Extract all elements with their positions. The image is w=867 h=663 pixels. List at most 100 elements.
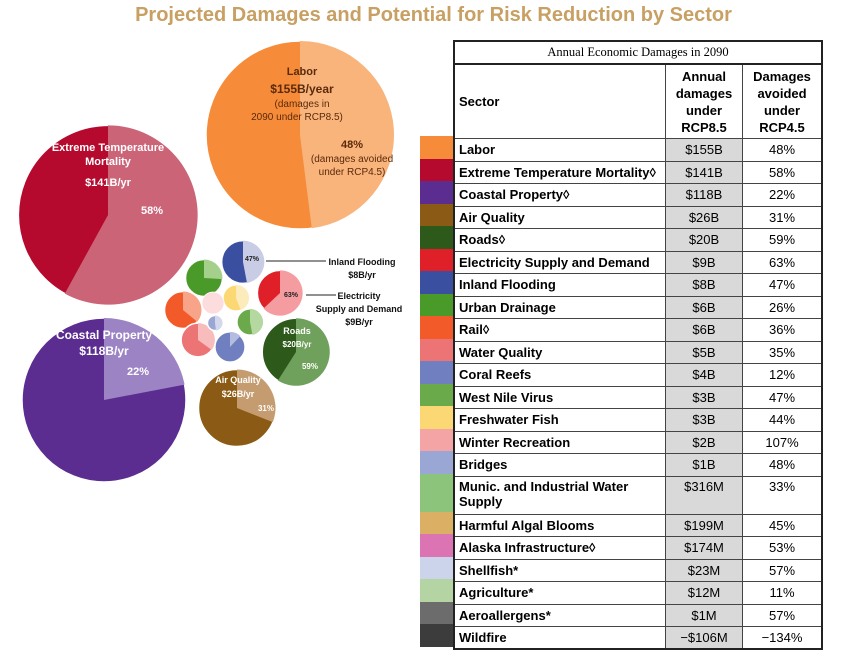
damages-avoided-value: 26% [742, 295, 823, 319]
sector-name: Coral Reefs [453, 363, 666, 387]
legend-swatch [420, 511, 453, 534]
table-row: Alaska Infrastructure◊ $174M 53% [453, 536, 823, 560]
annual-damages-value: $141B [665, 160, 743, 184]
sector-name: Electricity Supply and Demand [453, 250, 666, 274]
bubble-avoided-slice [64, 125, 198, 305]
damages-avoided-value: −134% [742, 626, 823, 650]
color-legend-column [420, 136, 453, 647]
legend-swatch [420, 473, 453, 512]
air-pct-label: 31% [258, 404, 274, 413]
table-row: Extreme Temperature Mortality◊ $141B 58% [453, 160, 823, 184]
roads-value-label: $20B/yr [283, 340, 312, 349]
annual-damages-value: $174M [665, 536, 743, 560]
table-row: Labor $155B 48% [453, 138, 823, 162]
legend-swatch [420, 579, 453, 602]
damages-avoided-value: 11% [742, 581, 823, 605]
coastal-value-label: $118B/yr [79, 344, 129, 358]
table-row: Aeroallergens* $1M 57% [453, 603, 823, 627]
sector-name: Coastal Property◊ [453, 183, 666, 207]
bubble-extreme-temperature-mortality [17, 124, 199, 306]
sector-name: Urban Drainage [453, 295, 666, 319]
labor-note-label-2: 2090 under RCP8.5) [251, 112, 343, 123]
sector-name: Air Quality [453, 205, 666, 229]
table-row: Electricity Supply and Demand $9B 63% [453, 250, 823, 274]
annual-damages-value: $12M [665, 581, 743, 605]
table-row: Rail◊ $6B 36% [453, 318, 823, 342]
legend-swatch [420, 556, 453, 579]
annual-damages-value: $3B [665, 408, 743, 432]
legend-swatch [420, 136, 453, 159]
bubble-layer [17, 40, 395, 483]
damages-avoided-value: 31% [742, 205, 823, 229]
sector-name: Bridges [453, 453, 666, 477]
sector-name: Harmful Algal Blooms [453, 513, 666, 537]
damages-avoided-value: 45% [742, 513, 823, 537]
annual-damages-value: $316M [665, 475, 743, 515]
annual-damages-value: $118B [665, 183, 743, 207]
damages-avoided-value: 57% [742, 558, 823, 582]
legend-swatch [420, 293, 453, 316]
table-body: Labor $155B 48% Extreme Temperature Mortali… [453, 138, 823, 650]
bubble-coral-reefs [214, 331, 246, 363]
table-row: Coral Reefs $4B 12% [453, 363, 823, 387]
bubble-avoided-slice [204, 259, 223, 280]
legend-swatch [420, 316, 453, 339]
bubble-avoided-slice [236, 284, 250, 311]
table-row: Freshwater Fish $3B 44% [453, 408, 823, 432]
legend-swatch [420, 406, 453, 429]
bubble-inland-flooding [220, 239, 266, 285]
legend-swatch [420, 624, 453, 647]
annual-damages-value: $3B [665, 385, 743, 409]
bubble-avoided-slice [183, 291, 202, 322]
bubble-roads [261, 317, 331, 387]
etm-pct-label: 58% [141, 205, 163, 217]
legend-swatch [420, 338, 453, 361]
legend-swatch [420, 158, 453, 181]
bubble-coastal-property [21, 317, 187, 483]
damages-avoided-value: 44% [742, 408, 823, 432]
table-row: West Nile Virus $3B 47% [453, 385, 823, 409]
legend-swatch [420, 203, 453, 226]
damages-avoided-value: 107% [742, 430, 823, 454]
sector-name: Wildfire [453, 626, 666, 650]
table-row: Winter Recreation $2B 107% [453, 430, 823, 454]
table-row: Munic. and Industrial Water Supply $316M 3… [453, 475, 823, 515]
legend-swatch [420, 226, 453, 249]
bubble-avoided-slice [202, 292, 224, 314]
table-row: Shellfish* $23M 57% [453, 558, 823, 582]
header-annual-damages: Annual damages under RCP8.5 [665, 63, 743, 139]
annual-damages-value: $23M [665, 558, 743, 582]
legend-swatch [420, 451, 453, 474]
table-row: Roads◊ $20B 59% [453, 228, 823, 252]
damages-avoided-value: 57% [742, 603, 823, 627]
bubble-avoided-slice [230, 331, 241, 347]
annual-damages-value: $4B [665, 363, 743, 387]
sector-name: Munic. and Industrial Water Supply [453, 475, 666, 515]
sector-name: West Nile Virus [453, 385, 666, 409]
elec-value-label: $9B/yr [345, 317, 373, 327]
sector-name: Agriculture* [453, 581, 666, 605]
damages-table: Annual Economic Damages in 2090 Sector A… [453, 40, 823, 650]
damages-avoided-value: 63% [742, 250, 823, 274]
damages-avoided-value: 33% [742, 475, 823, 515]
header-damages-avoided: Damages avoided under RCP4.5 [742, 63, 823, 139]
elec-name-label-2: Supply and Demand [316, 304, 403, 314]
table-row: Bridges $1B 48% [453, 453, 823, 477]
bubble-air-quality [197, 368, 277, 448]
table-caption: Annual Economic Damages in 2090 [453, 40, 823, 65]
bubble-avoided-slice [277, 318, 330, 386]
sector-name: Rail◊ [453, 318, 666, 342]
damages-avoided-value: 47% [742, 385, 823, 409]
coastal-pct-label: 22% [127, 366, 149, 378]
table-row: Inland Flooding $8B 47% [453, 273, 823, 297]
bubble-avoided-slice [237, 369, 276, 423]
legend-swatch [420, 601, 453, 624]
table-row: Urban Drainage $6B 26% [453, 295, 823, 319]
table-row: Agriculture* $12M 11% [453, 581, 823, 605]
bubble-winter-recreation [201, 291, 225, 315]
table-row: Air Quality $26B 31% [453, 205, 823, 229]
bubble-avoided-slice [300, 41, 395, 229]
table-row: Coastal Property◊ $118B 22% [453, 183, 823, 207]
legend-swatch [420, 271, 453, 294]
bubble-west-nile-virus [236, 308, 264, 336]
